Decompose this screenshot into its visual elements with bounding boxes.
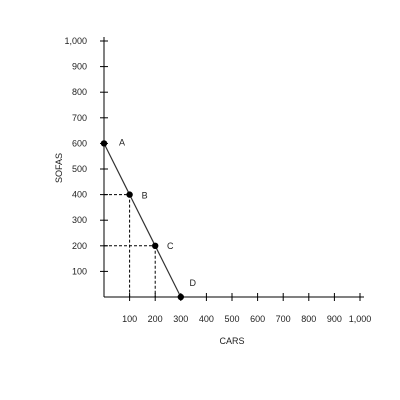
ppf-line xyxy=(103,143,182,298)
x-tick-label: 800 xyxy=(301,314,316,324)
y-tick-label: 400 xyxy=(72,190,87,200)
x-axis-title: CARS xyxy=(219,336,244,346)
point-d xyxy=(177,293,184,301)
y-ticks: 100 200 300 400 500 600 700 800 900 1,000 xyxy=(64,36,108,276)
point-label-b: B xyxy=(142,191,148,201)
y-tick-label: 900 xyxy=(72,62,87,72)
y-axis-title: SOFAS xyxy=(54,153,64,183)
point-label-c: C xyxy=(167,241,174,251)
x-tick-label: 700 xyxy=(276,314,291,324)
y-tick-label: 600 xyxy=(72,138,87,148)
y-tick-label: 800 xyxy=(72,87,87,97)
x-ticks: 100 200 300 400 500 600 700 800 900 1,000 xyxy=(122,293,371,324)
axes xyxy=(103,37,364,298)
dashed-guides xyxy=(104,194,156,297)
y-tick-label: 700 xyxy=(72,113,87,123)
ppf-series xyxy=(103,143,182,298)
y-tick-label: 300 xyxy=(72,215,87,225)
x-tick-label: 400 xyxy=(199,314,214,324)
x-tick-label: 900 xyxy=(327,314,342,324)
point-b xyxy=(126,191,133,198)
point-label-d: D xyxy=(190,278,197,288)
y-tick-label: 100 xyxy=(72,266,87,276)
x-tick-label: 600 xyxy=(250,314,265,324)
y-tick-label: 1,000 xyxy=(64,36,87,46)
y-tick-label: 500 xyxy=(72,164,87,174)
point-a xyxy=(100,140,108,147)
x-tick-label: 300 xyxy=(173,314,188,324)
x-tick-label: 1,000 xyxy=(349,314,372,324)
point-label-a: A xyxy=(119,137,125,147)
x-tick-label: 200 xyxy=(148,314,163,324)
y-tick-label: 200 xyxy=(72,241,87,251)
data-points: A B C D xyxy=(100,137,197,301)
x-tick-label: 500 xyxy=(224,314,239,324)
point-c xyxy=(152,242,159,249)
x-tick-label: 100 xyxy=(122,314,137,324)
